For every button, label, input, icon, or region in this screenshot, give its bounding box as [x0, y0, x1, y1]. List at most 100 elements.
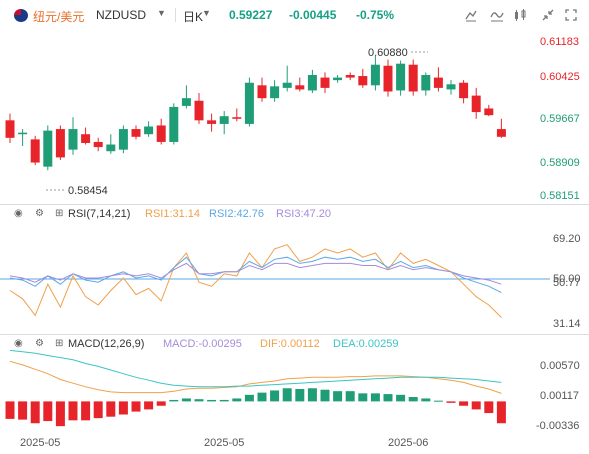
candle-body — [333, 77, 343, 81]
macd-bar — [43, 401, 53, 422]
price-axis-label: 0.59667 — [540, 113, 580, 125]
macd-bar — [68, 401, 78, 421]
macd-axis-label: 0.00570 — [540, 360, 580, 372]
dif-value: DIF:0.00112 — [260, 338, 320, 350]
candle-body — [244, 82, 254, 124]
macd-bar — [55, 401, 65, 427]
eye-icon[interactable]: ◉ — [14, 208, 23, 219]
macd-axis-label: -0.00336 — [536, 420, 579, 432]
price-axis-label: 0.60425 — [540, 71, 580, 83]
rsi-name[interactable]: RSI(7,14,21) — [68, 208, 131, 220]
candle-body — [55, 129, 65, 158]
macd-bar — [169, 399, 179, 402]
candle-group — [5, 55, 506, 171]
candle-body — [421, 75, 431, 91]
candle-style-icon[interactable] — [512, 8, 528, 24]
candlestick-chart[interactable]: 0.61183 0.60425 0.59667 0.58909 0.58151 … — [0, 32, 589, 204]
macd-bar — [358, 393, 368, 402]
macd-bar — [93, 401, 103, 419]
candle-body — [5, 120, 15, 138]
macd-bar — [471, 401, 481, 410]
price-axis-label: 0.58151 — [540, 190, 580, 202]
price-change-pct: -0.75% — [356, 8, 395, 22]
rsi3-value: RSI3:47.20 — [276, 208, 332, 220]
candle-body — [446, 84, 456, 90]
rsi-axis-label: 31.14 — [553, 318, 581, 330]
expand-icon[interactable]: ⊞ — [55, 208, 64, 219]
macd-bar — [244, 394, 254, 402]
macd-bar — [207, 399, 217, 402]
pair-name-cn[interactable]: 纽元/美元 — [33, 10, 85, 24]
candle-body — [270, 86, 280, 99]
timeframe-selector[interactable]: 日K — [183, 10, 204, 24]
high-price-label: 0.60880 — [368, 47, 408, 59]
candle-body — [219, 116, 229, 124]
macd-name[interactable]: MACD(12,26,9) — [68, 338, 145, 350]
macd-bar — [270, 390, 280, 402]
macd-bar — [333, 391, 343, 402]
candle-body — [156, 125, 166, 142]
time-axis-label: 2025-05 — [204, 437, 245, 449]
candle-body — [307, 75, 317, 91]
macd-bar — [30, 401, 40, 424]
candle-body — [257, 85, 267, 99]
dea-value: DEA:0.00259 — [333, 338, 399, 350]
candle-body — [396, 63, 406, 91]
candle-body — [345, 75, 355, 78]
settings-icon[interactable]: ⚙ — [35, 208, 44, 219]
candle-body — [496, 129, 506, 137]
rsi-axis-label: 50.77 — [553, 277, 581, 289]
macd-bar — [194, 399, 204, 402]
rsi-series-line-rsi2 — [9, 256, 502, 294]
macd-bar — [396, 394, 406, 402]
rsi-axis-label: 69.20 — [553, 233, 581, 245]
macd-bar — [484, 401, 494, 414]
low-price-label: 0.58454 — [68, 185, 108, 197]
candle-body — [484, 108, 494, 116]
expand-icon[interactable]: ⊞ — [55, 338, 64, 349]
macd-axis-label: 0.00117 — [540, 390, 579, 402]
macd-bar — [106, 401, 116, 417]
fullscreen-icon[interactable] — [563, 8, 579, 24]
candle-body — [207, 120, 217, 124]
macd-bar — [144, 401, 154, 410]
draw-line-icon[interactable] — [463, 8, 479, 24]
macd-bar — [181, 398, 191, 402]
collapse-icon[interactable] — [540, 8, 556, 24]
candle-body — [43, 130, 53, 167]
pair-code[interactable]: NZDUSD — [96, 8, 146, 22]
candle-body — [295, 85, 305, 90]
indicator-icon[interactable] — [489, 8, 505, 24]
macd-chart[interactable]: 0.00570 0.00117 -0.00336 — [0, 350, 589, 436]
rsi-axis-label: 50.00 — [553, 273, 581, 285]
candle-body — [144, 126, 154, 135]
settings-icon[interactable]: ⚙ — [35, 338, 44, 349]
rsi-line-group — [9, 244, 502, 318]
candle-body — [68, 129, 78, 150]
macd-bar — [345, 391, 355, 402]
candle-body — [18, 132, 28, 135]
macd-histogram-group — [5, 350, 506, 427]
time-axis-label: 2025-06 — [388, 437, 429, 449]
candle-body — [194, 100, 204, 121]
macd-bar — [156, 401, 166, 406]
candle-body — [282, 82, 292, 88]
candle-body — [459, 82, 469, 99]
candle-body — [471, 95, 481, 113]
rsi-series-line-rsi3 — [9, 262, 502, 285]
candle-body — [169, 106, 179, 142]
macd-bar — [295, 388, 305, 402]
time-axis-label: 2025-05 — [20, 437, 61, 449]
rsi-series-line-rsi1 — [9, 244, 502, 318]
macd-bar — [257, 392, 267, 402]
rsi1-value: RSI1:31.14 — [145, 208, 201, 220]
price-change: -0.00445 — [289, 8, 337, 22]
macd-bar — [18, 401, 28, 420]
symbol-dropdown-icon[interactable]: ▼ — [157, 8, 166, 18]
candle-body — [131, 129, 141, 137]
timeframe-dropdown-icon[interactable]: ▼ — [202, 8, 211, 18]
rsi-chart[interactable]: 69.20 50.00 50.77 31.14 — [0, 222, 589, 334]
eye-icon[interactable]: ◉ — [14, 338, 23, 349]
candle-body — [358, 76, 368, 86]
macd-bar — [383, 394, 393, 402]
